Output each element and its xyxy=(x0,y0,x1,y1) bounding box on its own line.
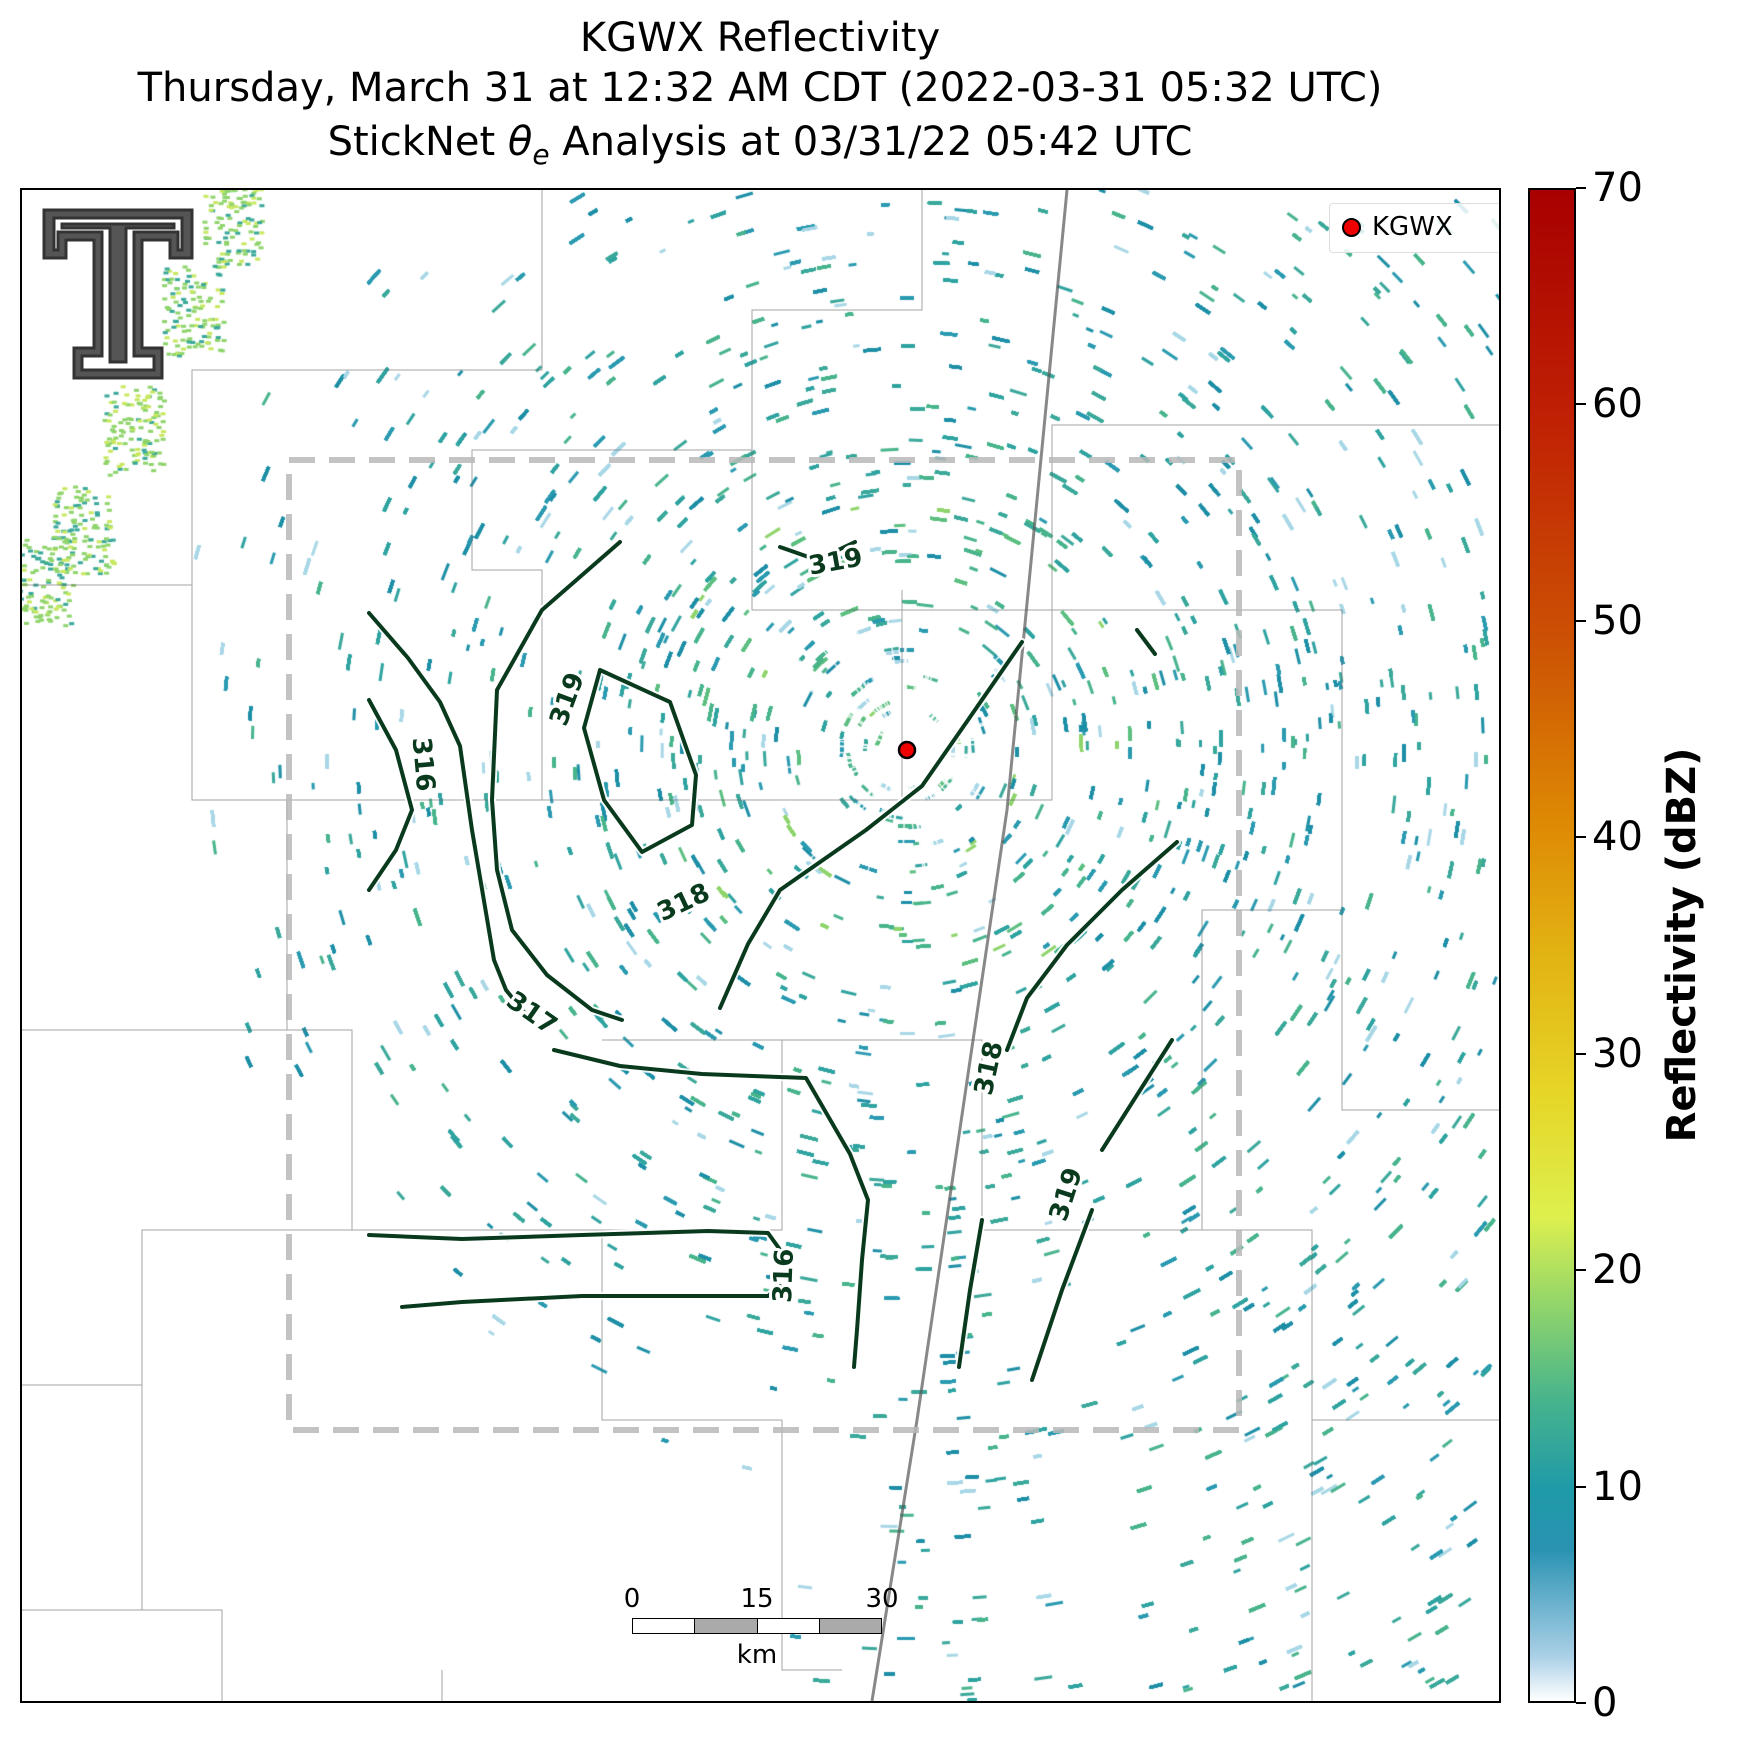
colorbar-tick xyxy=(1576,836,1586,839)
colorbar-tick-label: 50 xyxy=(1592,597,1643,644)
contour-label: 318 xyxy=(653,878,715,928)
scale-label: 15 xyxy=(740,1584,774,1614)
legend-label: KGWX xyxy=(1372,212,1453,242)
scale-label: 0 xyxy=(623,1584,641,1614)
title-line-1: KGWX Reflectivity xyxy=(579,15,941,61)
contour-label: 316 xyxy=(768,1248,800,1303)
colorbar-tick xyxy=(1576,1702,1586,1704)
colorbar-tick-label: 40 xyxy=(1592,814,1643,861)
colorbar-tick-label: 10 xyxy=(1592,1463,1643,1510)
contour-label: 318 xyxy=(969,1039,1010,1098)
theta-e-contours: 319 319 316 318 317 318 319 316 xyxy=(365,538,1181,1384)
map-overlay: 319 319 316 318 317 318 319 316 xyxy=(22,190,1499,1701)
analysis-domain-box xyxy=(286,457,1242,1433)
scale-segment xyxy=(819,1618,882,1634)
colorbar-tick-label: 60 xyxy=(1592,381,1643,428)
radar-site-marker xyxy=(897,740,917,760)
colorbar-tick-label: 20 xyxy=(1592,1247,1643,1294)
colorbar-tick xyxy=(1576,1269,1586,1272)
scale-segment xyxy=(632,1618,695,1634)
map-legend: KGWX xyxy=(1329,203,1499,253)
colorbar-label: Reflectivity (dBZ) xyxy=(1659,747,1705,1143)
colorbar xyxy=(1528,188,1576,1703)
scale-unit: km xyxy=(736,1640,778,1670)
radar-site-legend-marker xyxy=(1342,218,1361,237)
reflectivity-field xyxy=(22,190,1499,1701)
colorbar-tick xyxy=(1576,187,1586,189)
texas-tech-logo xyxy=(42,208,194,380)
scale-label: 30 xyxy=(865,1584,899,1614)
colorbar-tick xyxy=(1576,1052,1586,1055)
title-line-2: Thursday, March 31 at 12:32 AM CDT (2022… xyxy=(137,65,1383,111)
colorbar-tick xyxy=(1576,619,1586,622)
scale-segment xyxy=(757,1618,820,1634)
colorbar-tick xyxy=(1576,1485,1586,1488)
contour-label: 319 xyxy=(1044,1164,1089,1225)
scale-segment xyxy=(694,1618,758,1634)
scale-bar: 0 15 30 km xyxy=(624,1584,899,1670)
colorbar-tick xyxy=(1576,403,1586,406)
contour-label: 316 xyxy=(406,736,441,793)
county-borders xyxy=(22,190,1499,1701)
radar-map[interactable]: 319 319 316 318 317 318 319 316 KGWX xyxy=(20,188,1501,1703)
contour-label: 319 xyxy=(806,543,865,582)
title-line-3: StickNet θe Analysis at 03/31/22 05:42 U… xyxy=(327,119,1193,171)
colorbar-tick-label: 70 xyxy=(1592,165,1643,211)
colorbar-tick-label: 0 xyxy=(1592,1680,1618,1726)
colorbar-tick-label: 30 xyxy=(1592,1030,1643,1077)
highway-line xyxy=(870,190,1069,1701)
